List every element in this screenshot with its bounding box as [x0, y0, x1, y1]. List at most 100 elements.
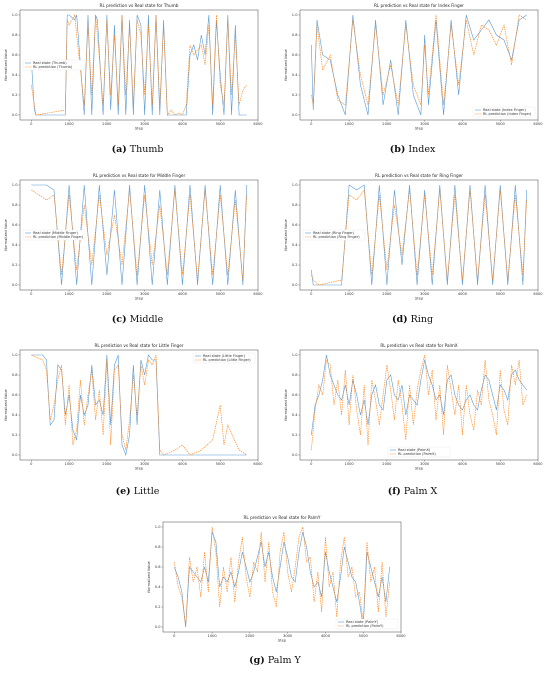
- y-axis-label: Normalized Value: [284, 49, 288, 81]
- chart-title: RL prediction vs Real state for Index Fi…: [374, 3, 464, 8]
- y-axis-label: Normalized Value: [284, 219, 288, 251]
- x-tick-label: 4000: [178, 462, 188, 466]
- y-tick-label: 1.0: [12, 353, 18, 357]
- y-tick-label: 1.0: [12, 13, 18, 17]
- x-axis-label: Step: [278, 639, 287, 643]
- y-tick-label: 0.0: [292, 113, 298, 117]
- chart-svg: RL prediction vs Real state for Index Fi…: [284, 3, 543, 131]
- y-tick-label: 0.2: [292, 263, 298, 267]
- chart-panel-0: RL prediction vs Real state for Thumb 0 10…: [2, 2, 264, 134]
- y-tick-label: 1.0: [155, 525, 161, 529]
- legend-box: [302, 229, 366, 241]
- x-axis-label: Step: [135, 467, 144, 471]
- y-axis-label: Normalized Value: [4, 49, 8, 81]
- chart-title: RL prediction vs Real state for Little F…: [94, 343, 183, 348]
- x-tick-label: 3000: [140, 122, 150, 126]
- plot-frame: [19, 9, 259, 121]
- y-tick-label: 0.6: [292, 393, 298, 397]
- y-tick-label: 0.8: [292, 33, 298, 37]
- caption-label: (c): [111, 314, 127, 325]
- x-tick-label: 1000: [65, 462, 75, 466]
- x-tick-label: 0: [30, 292, 33, 296]
- x-tick-label: 2000: [245, 634, 255, 638]
- caption-text: Little: [130, 486, 160, 497]
- caption-label: (g): [249, 655, 265, 666]
- x-axis-label: Step: [415, 297, 424, 301]
- legend-label: RL prediction (Thumb): [33, 65, 73, 69]
- chart-svg: RL prediction vs Real state for PalmX 0 10…: [284, 343, 543, 471]
- y-tick-label: 0.6: [12, 393, 18, 397]
- y-tick-label: 0.8: [155, 545, 161, 549]
- chart-svg: RL prediction vs Real state for PalmY 0 10…: [147, 515, 406, 643]
- subfigure-caption: (d) Ring: [275, 314, 550, 325]
- subfigure-caption: (c) Middle: [0, 314, 275, 325]
- x-tick-label: 2000: [382, 122, 392, 126]
- x-tick-label: 4000: [458, 292, 468, 296]
- series-line-real: [31, 354, 247, 457]
- caption-text: Ring: [407, 314, 434, 325]
- x-tick-label: 6000: [533, 292, 543, 296]
- y-tick-label: 1.0: [292, 353, 298, 357]
- y-tick-label: 0.4: [292, 413, 298, 417]
- y-tick-label: 0.8: [292, 373, 298, 377]
- y-tick-label: 0.4: [12, 413, 18, 417]
- x-tick-label: 0: [30, 122, 33, 126]
- x-tick-label: 3000: [283, 634, 293, 638]
- x-tick-label: 2000: [102, 292, 112, 296]
- x-tick-label: 5000: [359, 634, 369, 638]
- legend: Real state (Middle Finger)RL prediction …: [22, 229, 86, 241]
- caption-label: (a): [111, 144, 127, 155]
- legend-label: Real state (Middle Finger): [33, 231, 78, 235]
- x-tick-label: 3000: [140, 462, 150, 466]
- x-tick-label: 3000: [420, 122, 430, 126]
- x-tick-label: 3000: [420, 462, 430, 466]
- chart-panel-6: RL prediction vs Real state for PalmY 0 10…: [145, 514, 407, 646]
- caption-text: Palm Y: [264, 655, 301, 666]
- subfigure-caption: (g) Palm Y: [140, 655, 410, 666]
- y-tick-label: 0.0: [12, 113, 18, 117]
- x-tick-label: 5000: [496, 122, 506, 126]
- legend-label: Real state (Index Finger): [483, 108, 527, 112]
- legend-label: Real state (Thumb): [33, 61, 67, 65]
- y-tick-label: 0.2: [12, 93, 18, 97]
- x-tick-label: 4000: [178, 292, 188, 296]
- chart-panel-2: RL prediction vs Real state for Middle F…: [2, 172, 264, 304]
- y-tick-label: 0.8: [292, 203, 298, 207]
- x-tick-label: 6000: [253, 122, 263, 126]
- x-tick-label: 0: [310, 462, 313, 466]
- x-tick-label: 0: [30, 462, 33, 466]
- x-tick-label: 6000: [253, 292, 263, 296]
- x-tick-label: 1000: [345, 122, 355, 126]
- chart-svg: RL prediction vs Real state for Thumb 0 10…: [4, 3, 263, 131]
- caption-label: (e): [115, 486, 131, 497]
- legend-label: Real state (Ring Finger): [313, 231, 355, 235]
- chart-panel-1: RL prediction vs Real state for Index Fi…: [282, 2, 544, 134]
- series-line-real: [311, 14, 527, 116]
- x-tick-label: 2000: [382, 462, 392, 466]
- legend-box: [22, 229, 86, 241]
- x-tick-label: 6000: [396, 634, 406, 638]
- caption-text: Middle: [126, 314, 164, 325]
- y-tick-label: 1.0: [12, 183, 18, 187]
- caption-label: (b): [389, 144, 406, 155]
- x-tick-label: 4000: [458, 122, 468, 126]
- y-tick-label: 0.8: [12, 373, 18, 377]
- x-axis-label: Step: [135, 297, 144, 301]
- caption-text: Palm X: [400, 486, 438, 497]
- x-tick-label: 4000: [321, 634, 331, 638]
- caption-label: (f): [387, 486, 401, 497]
- legend-label: RL prediction (PalmX): [398, 452, 436, 456]
- x-tick-label: 1000: [345, 462, 355, 466]
- x-tick-label: 5000: [216, 122, 226, 126]
- y-tick-label: 0.0: [292, 283, 298, 287]
- subfigure-caption: (f) Palm X: [275, 486, 550, 497]
- legend-box: [192, 352, 256, 364]
- legend-label: RL prediction (Ring Finger): [313, 235, 360, 239]
- y-tick-label: 0.4: [12, 73, 18, 77]
- x-axis-label: Step: [415, 467, 424, 471]
- x-tick-label: 5000: [216, 292, 226, 296]
- y-tick-label: 0.4: [155, 585, 161, 589]
- y-tick-label: 0.0: [12, 453, 18, 457]
- y-tick-label: 0.0: [12, 283, 18, 287]
- plot-frame: [299, 9, 539, 121]
